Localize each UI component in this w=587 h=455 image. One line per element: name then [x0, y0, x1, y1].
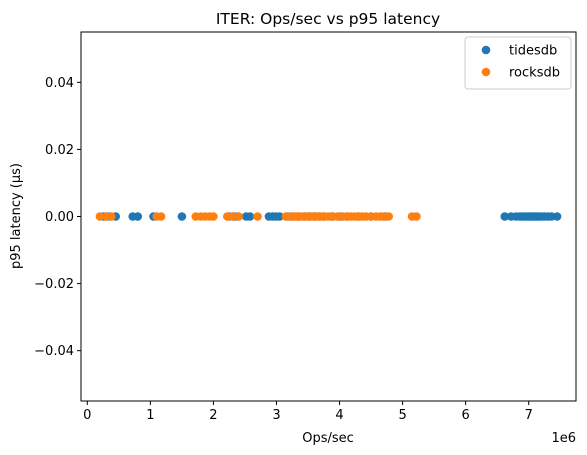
y-tick-label: 0.04 [45, 76, 74, 91]
legend-label: tidesdb [509, 44, 557, 59]
y-tick-label: 0.02 [45, 143, 74, 158]
legend: tidesdb rocksdb [464, 36, 572, 90]
data-point [133, 212, 143, 221]
x-axis-offset-label: 1e6 [551, 431, 576, 446]
data-point [253, 212, 262, 221]
data-point [245, 212, 255, 221]
data-point [177, 212, 187, 221]
series-rocksdb [95, 212, 421, 221]
data-point [552, 212, 562, 221]
x-axis-label: Ops/sec [302, 431, 354, 446]
y-axis-ticks: −0.04 −0.02 0.00 0.02 0.04 [34, 76, 81, 359]
data-point [106, 212, 116, 221]
y-tick-label: −0.04 [34, 344, 74, 359]
data-point [156, 212, 166, 221]
x-tick-label: 0 [83, 408, 91, 423]
data-point [275, 212, 284, 221]
x-tick-label: 4 [335, 408, 343, 423]
legend-frame [464, 36, 572, 90]
x-tick-label: 7 [525, 408, 533, 423]
data-point [412, 212, 421, 221]
plot-frame [80, 31, 577, 402]
chart-title: ITER: Ops/sec vs p95 latency [216, 10, 440, 28]
y-tick-label: −0.02 [34, 277, 74, 292]
legend-label: rocksdb [509, 66, 560, 81]
data-point [95, 212, 105, 221]
x-tick-label: 5 [398, 408, 406, 423]
data-point [384, 212, 394, 221]
x-tick-label: 6 [462, 408, 470, 423]
data-point [209, 212, 218, 221]
plot-marks [95, 212, 562, 221]
x-tick-label: 1 [146, 408, 154, 423]
data-point [500, 212, 510, 221]
data-point [234, 212, 243, 221]
data-point [228, 212, 237, 221]
legend-marker [481, 67, 491, 77]
y-tick-label: 0.00 [45, 210, 74, 225]
x-tick-label: 2 [209, 408, 217, 423]
legend-marker [481, 45, 491, 55]
x-axis-ticks: 0 1 2 3 4 5 6 7 [83, 401, 533, 423]
x-tick-label: 3 [272, 408, 280, 423]
y-axis-label: p95 latency (µs) [9, 163, 24, 269]
